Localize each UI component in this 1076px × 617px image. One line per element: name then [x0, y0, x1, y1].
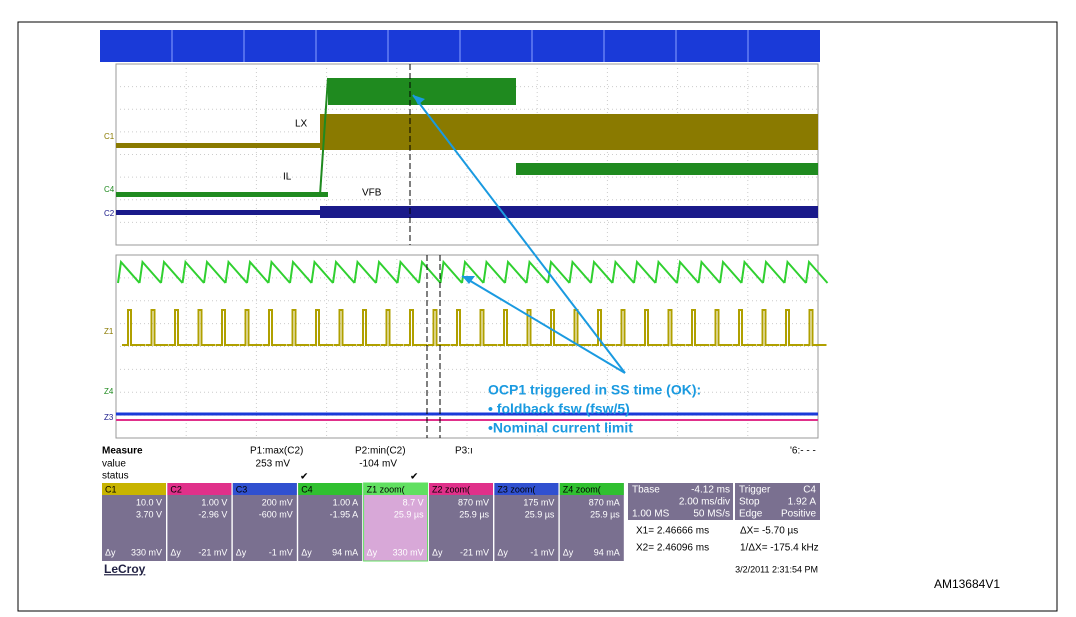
channel-scale: 1.00 V [201, 497, 227, 507]
channel-label: Z1 [104, 327, 114, 336]
trace-label: LX [295, 119, 308, 130]
channel-name: C3 [236, 484, 248, 494]
tb-value: 50 MS/s [693, 509, 730, 520]
channel-label: Z4 [104, 387, 114, 396]
channel-name: C2 [170, 484, 182, 494]
delta-value: 330 mV [131, 547, 162, 557]
channel-offset: 25.9 µs [394, 509, 424, 519]
measure-param: P3:ı [455, 446, 473, 457]
trace-c4 [116, 192, 328, 197]
channel-scale: 200 mV [262, 497, 293, 507]
brand: LeCroy [104, 562, 146, 576]
figure: C1 C4 C2 Z1 Z4 Z3 LX IL VFB OCP1 triggered in… [0, 0, 1076, 612]
measure-row: status [102, 471, 129, 482]
figure-id: AM13684V1 [934, 577, 1000, 591]
channel-offset: 25.9 µs [590, 509, 620, 519]
trace-c2 [116, 210, 320, 215]
delta-label: Δy [170, 547, 181, 557]
annotation: OCP1 triggered in SS time (OK): [488, 382, 701, 398]
tb-value: -4.12 ms [691, 485, 730, 496]
delta-label: Δy [563, 547, 574, 557]
channel-scale: 870 mA [589, 497, 620, 507]
measure-title: Measure [102, 446, 143, 457]
cursor-readout: 1/ΔX= -175.4 kHz [740, 543, 819, 554]
trace-c1 [116, 143, 320, 148]
delta-value: -21 mV [198, 547, 227, 557]
trig-value: Edge [739, 509, 763, 520]
cursor-readout: ΔX= -5.70 µs [740, 526, 798, 537]
trig-value: 1.92 A [788, 497, 817, 508]
delta-label: Δy [497, 547, 508, 557]
delta-value: 94 mA [332, 547, 358, 557]
channel-offset: -2.96 V [198, 509, 227, 519]
channel-name: Z2 zoom( [432, 484, 470, 494]
annotation: •Nominal current limit [488, 420, 633, 436]
channel-scale: 10.0 V [136, 497, 162, 507]
channel-offset: -1.95 A [330, 509, 359, 519]
trace-label: VFB [362, 188, 382, 199]
trace-c4 [516, 163, 818, 175]
channel-scale: 175 mV [523, 497, 554, 507]
delta-value: 94 mA [594, 547, 620, 557]
measure-row: value [102, 459, 126, 470]
delta-label: Δy [236, 547, 247, 557]
tb-label: Tbase [632, 485, 660, 496]
trig-label: Trigger [739, 485, 771, 496]
delta-label: Δy [105, 547, 116, 557]
channel-scale: 870 mV [458, 497, 489, 507]
delta-label: Δy [301, 547, 312, 557]
trig-value: C4 [803, 485, 816, 496]
delta-value: -1 mV [269, 547, 293, 557]
channel-name: Z1 zoom( [367, 484, 405, 494]
channel-label: C2 [104, 209, 115, 218]
channel-name: C4 [301, 484, 313, 494]
trace-c2 [320, 206, 818, 218]
trace-c1 [320, 114, 818, 150]
channel-offset: 25.9 µs [459, 509, 489, 519]
channel-label: Z3 [104, 413, 114, 422]
delta-label: Δy [367, 547, 378, 557]
channel-scale: 1.00 A [333, 497, 359, 507]
channel-offset: 3.70 V [136, 509, 162, 519]
measure-value: 253 mV [256, 459, 291, 470]
channel-scale: 8.7 V [403, 497, 424, 507]
delta-value: -21 mV [460, 547, 489, 557]
channel-offset: 25.9 µs [525, 509, 555, 519]
channel-offset: -600 mV [259, 509, 293, 519]
delta-value: -1 mV [530, 547, 554, 557]
delta-value: 330 mV [393, 547, 424, 557]
channel-label: C1 [104, 132, 115, 141]
cursor-readout: X1= 2.46666 ms [636, 526, 709, 537]
tb-value: 1.00 MS [632, 509, 670, 520]
measure-param: P2:min(C2) [355, 446, 406, 457]
delta-label: Δy [432, 547, 443, 557]
cursor-readout: X2= 2.46096 ms [636, 543, 709, 554]
annotation: • foldback fsw (fsw/5) [488, 401, 630, 417]
trig-value: Stop [739, 497, 760, 508]
trig-value: Positive [781, 509, 816, 520]
measure-value: -104 mV [359, 459, 397, 470]
channel-name: Z3 zoom( [497, 484, 535, 494]
check: ✔ [300, 472, 308, 483]
channel-name: C1 [105, 484, 117, 494]
channel-label: C4 [104, 185, 115, 194]
check: ✔ [410, 472, 418, 483]
measure-param: P1:max(C2) [250, 446, 303, 457]
trace-label: IL [283, 172, 292, 183]
timestamp: 3/2/2011 2:31:54 PM [735, 564, 818, 574]
channel-name: Z4 zoom( [563, 484, 601, 494]
tb-value: 2.00 ms/div [679, 497, 730, 508]
measure-param: '6:- - - [790, 446, 816, 457]
